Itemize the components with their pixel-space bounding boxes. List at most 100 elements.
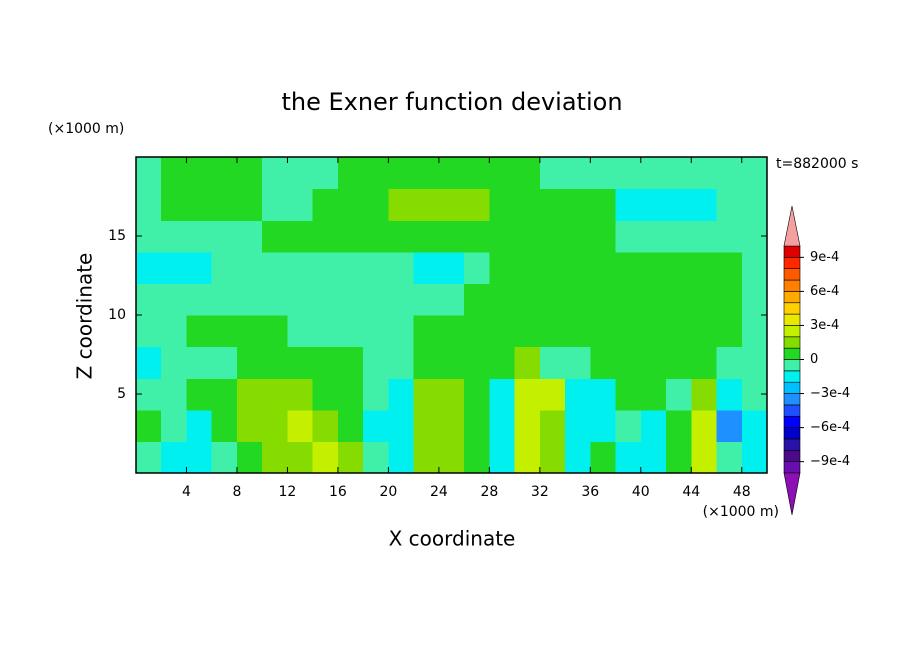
contour-cell (186, 283, 213, 316)
contour-cell (489, 283, 516, 316)
contour-cell (161, 409, 188, 442)
contour-cell (565, 283, 591, 316)
contour-cell (161, 188, 188, 221)
contour-cell (312, 251, 339, 284)
contour-cell (691, 346, 718, 379)
contour-cell (716, 346, 743, 379)
contour-cell (363, 220, 389, 253)
colorbar-band (783, 438, 801, 451)
contour-cell (464, 346, 490, 379)
contour-cell (489, 251, 516, 284)
contour-cell (287, 315, 314, 348)
colorbar-tick-label: 6e-4 (810, 284, 839, 299)
contour-cell (666, 251, 692, 284)
contour-cell (388, 378, 415, 411)
colorbar-band (783, 381, 801, 394)
contour-cell (337, 315, 364, 348)
contour-cell (236, 346, 263, 379)
contour-cell (186, 378, 213, 411)
contour-cell (615, 188, 642, 221)
x-tick-label: 28 (480, 484, 498, 500)
contour-cell (489, 188, 516, 221)
colorbar-over (783, 205, 801, 247)
contour-cell (514, 441, 541, 474)
contour-cell (186, 315, 213, 348)
contour-cell (539, 283, 566, 316)
colorbar-band (783, 370, 801, 383)
contour-cell (514, 346, 541, 379)
contour-cell (287, 409, 314, 442)
contour-cell (312, 283, 339, 316)
contour-cell (514, 315, 541, 348)
contour-cell (666, 157, 692, 190)
contour-cell (514, 251, 541, 284)
contour-cell (514, 283, 541, 316)
contour-cell (413, 378, 440, 411)
contour-cell (565, 251, 591, 284)
contour-cell (363, 378, 389, 411)
contour-cell (438, 409, 465, 442)
contour-cell (312, 346, 339, 379)
contour-cell (363, 346, 389, 379)
contour-cell (287, 157, 314, 190)
contour-cell (716, 283, 743, 316)
y-tick-label: 10 (108, 307, 126, 323)
contour-cell (741, 188, 768, 221)
x-tick-label: 8 (232, 484, 241, 500)
x-tick-label: 24 (430, 484, 448, 500)
contour-cell (262, 251, 289, 284)
colorbar-band (783, 268, 801, 281)
contour-cell (464, 315, 490, 348)
contour-cell (363, 315, 389, 348)
colorbar-band (783, 291, 801, 304)
contour-cell (565, 346, 591, 379)
contour-cell (539, 441, 566, 474)
contour-cell (236, 378, 263, 411)
contour-cell (287, 441, 314, 474)
contour-cell (388, 441, 415, 474)
contour-cell (716, 157, 743, 190)
contour-cell (539, 378, 566, 411)
contour-cell (211, 283, 238, 316)
x-tick-label: 48 (733, 484, 751, 500)
x-axis-label: X coordinate (389, 527, 516, 551)
contour-cell (640, 220, 667, 253)
contour-cell (615, 346, 642, 379)
contour-cell (413, 188, 440, 221)
contour-cell (211, 251, 238, 284)
contour-cell (590, 378, 617, 411)
contour-cell (565, 441, 591, 474)
contour-cell (236, 441, 263, 474)
contour-cell (514, 220, 541, 253)
contour-cell (464, 409, 490, 442)
contour-cell (337, 409, 364, 442)
contour-cell (464, 220, 490, 253)
contour-cell (514, 188, 541, 221)
contour-cell (262, 157, 289, 190)
contour-cell (716, 220, 743, 253)
contour-cell (489, 346, 516, 379)
contour-cell (413, 220, 440, 253)
contour-cell (312, 409, 339, 442)
contour-cell (438, 346, 465, 379)
contour-cell (489, 220, 516, 253)
contour-cell (539, 157, 566, 190)
contour-cell (337, 346, 364, 379)
colorbar-under (783, 472, 801, 516)
contour-cell (615, 441, 642, 474)
contour-cell (186, 220, 213, 253)
contour-cell (236, 251, 263, 284)
x-tick-label: 44 (682, 484, 700, 500)
contour-cell (211, 409, 238, 442)
contour-cell (136, 346, 162, 379)
chart-title: the Exner function deviation (281, 88, 622, 116)
contour-cell (363, 251, 389, 284)
contour-cell (161, 346, 188, 379)
contour-cell (489, 409, 516, 442)
contour-cell (590, 283, 617, 316)
contour-cell (438, 378, 465, 411)
contour-cell (136, 157, 162, 190)
contour-cell (565, 315, 591, 348)
x-tick-label: 32 (531, 484, 549, 500)
